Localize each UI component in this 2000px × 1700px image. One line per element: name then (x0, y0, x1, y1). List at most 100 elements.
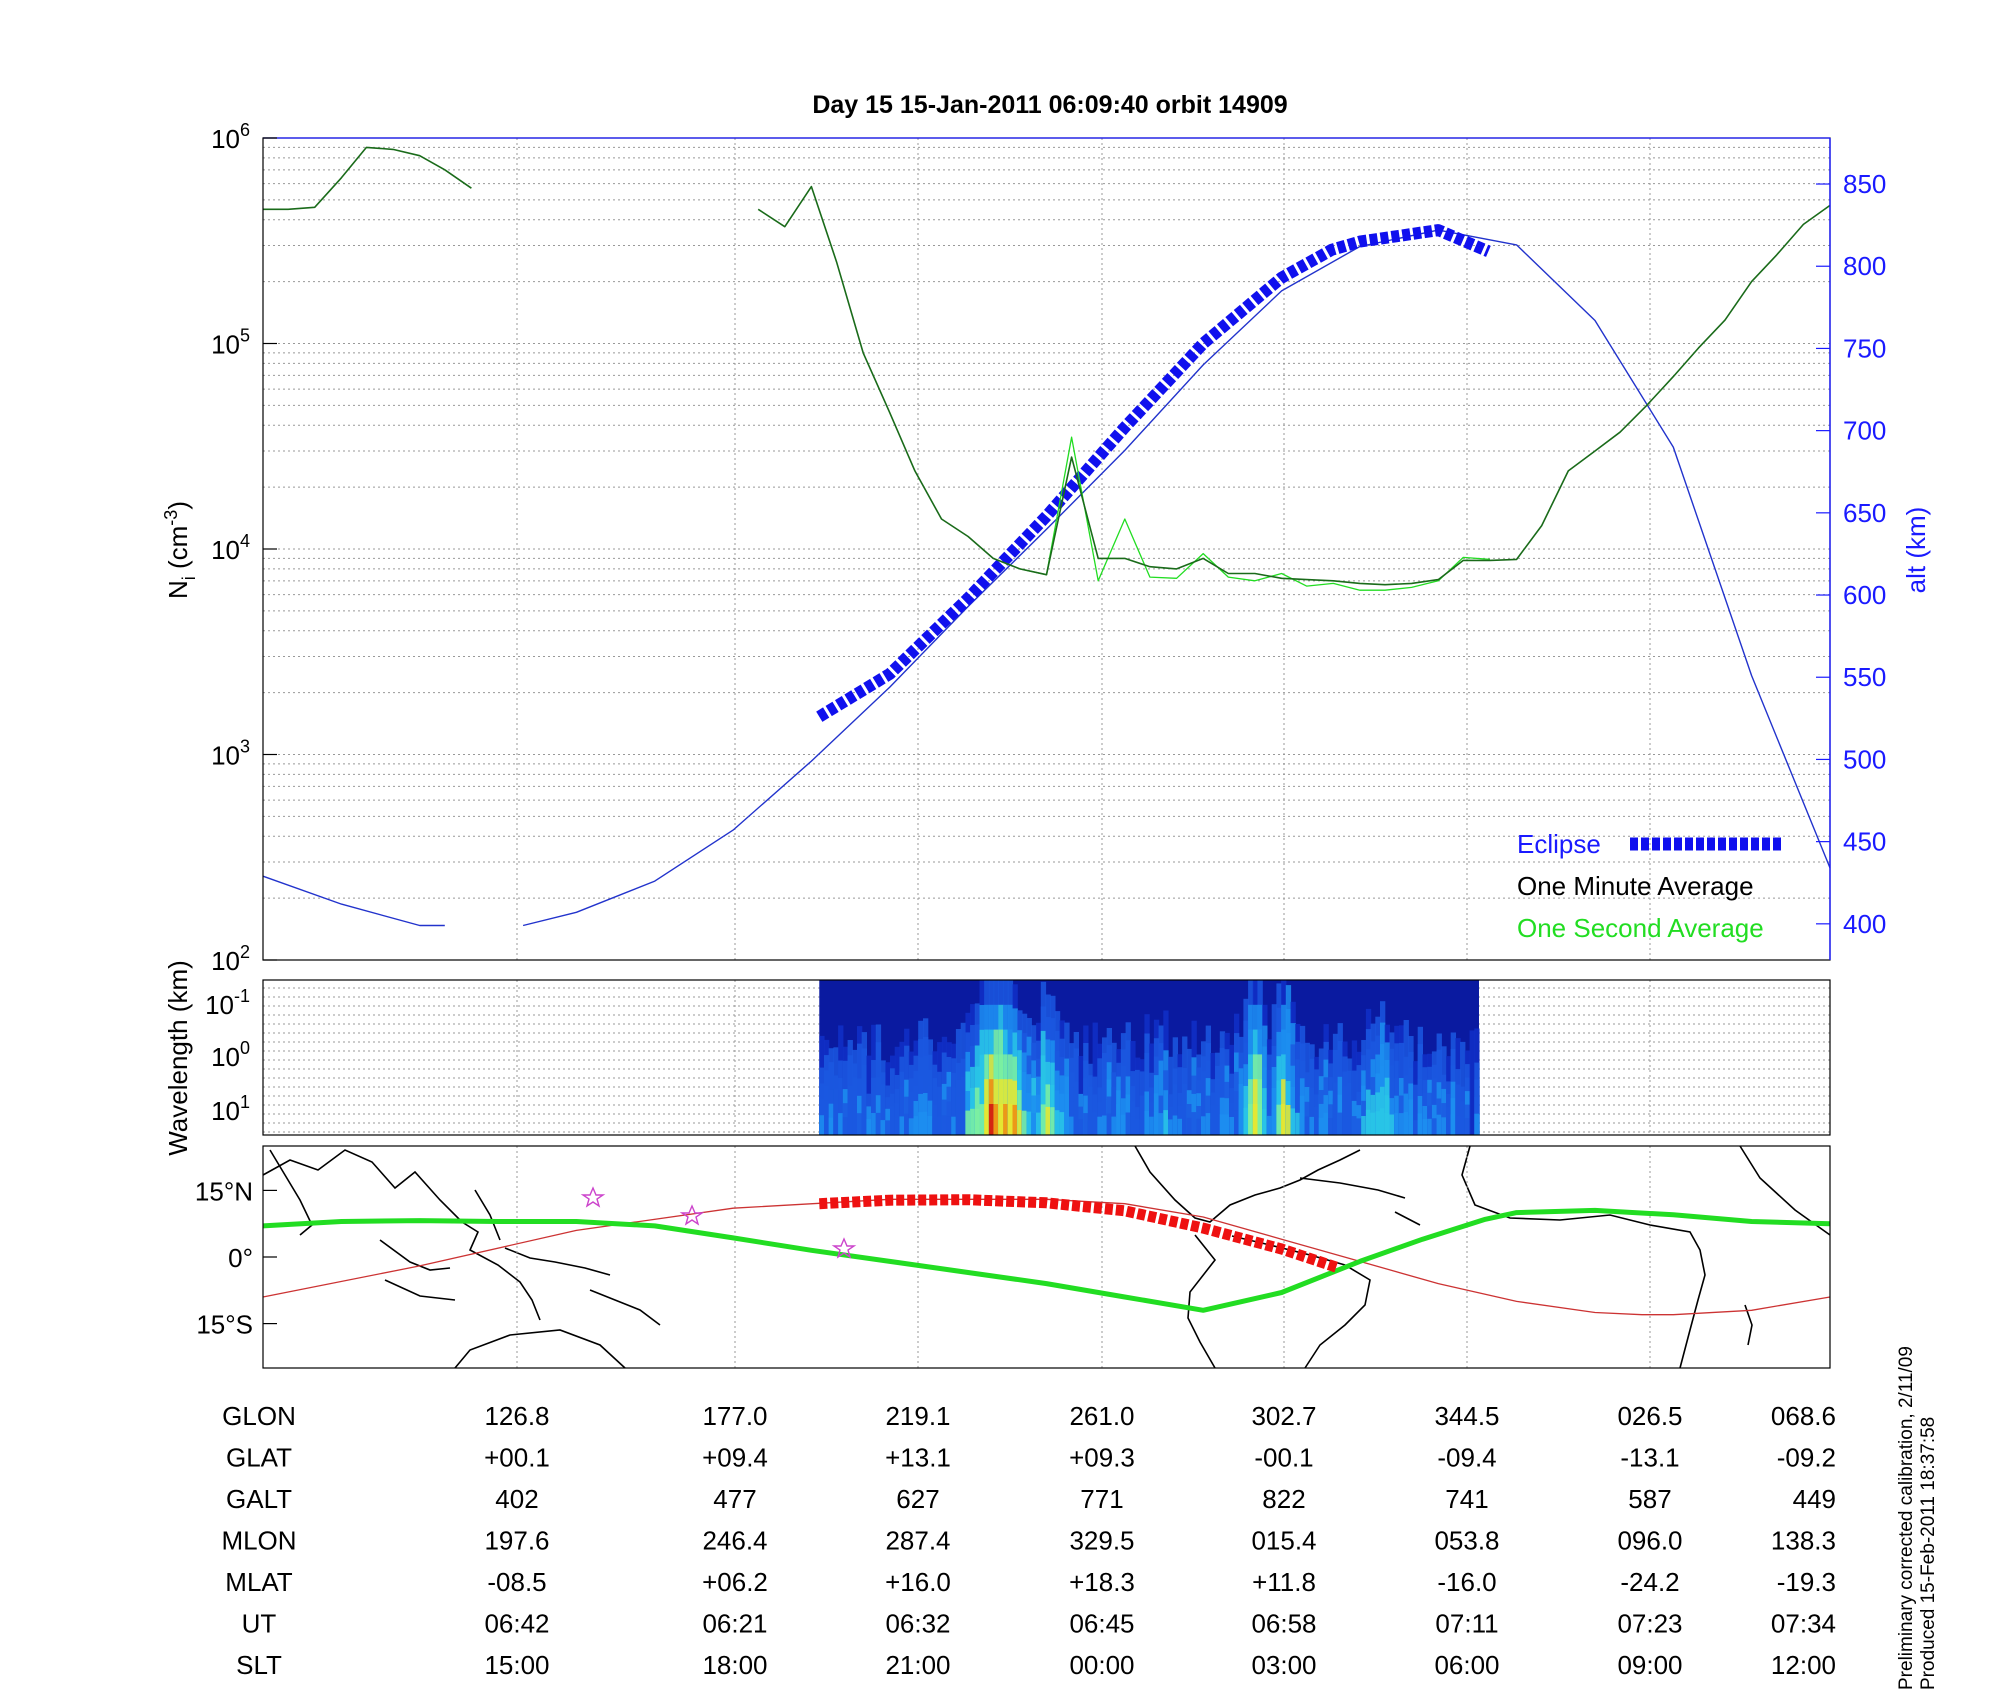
spectrogram-cell (885, 1120, 891, 1135)
spectrogram-cell (1045, 1106, 1051, 1135)
tick-exponent: 1 (240, 1092, 250, 1112)
wavelength-tick-label: 100 (211, 1038, 250, 1072)
table-cell: 07:23 (1617, 1609, 1682, 1639)
table-cell: 09:00 (1617, 1650, 1682, 1680)
panel3-tick-labels: 15°N 0° 15°S (195, 1176, 277, 1340)
eclipse-segment (816, 224, 1491, 722)
eclipse-track-segment (819, 1194, 1339, 1273)
ground-track-line (262, 1207, 1831, 1313)
spectrogram-cell (1102, 1115, 1108, 1135)
spectrogram-cell (1356, 1118, 1362, 1135)
table-cell: +06.2 (702, 1567, 768, 1597)
spectrogram-cell (1021, 1110, 1028, 1135)
spectrogram-cell (1083, 1113, 1089, 1135)
table-cell: 822 (1262, 1484, 1305, 1514)
spectrogram-cell (1243, 1107, 1249, 1135)
spectrogram-cell (1153, 1111, 1160, 1135)
tick-base: 10 (211, 741, 240, 771)
table-cell: +11.8 (1252, 1567, 1316, 1597)
footnote: Preliminary corrected calibration, 2/11/… (1896, 1341, 1939, 1690)
table-row-label: MLON (221, 1526, 296, 1556)
spectrogram-cell (1031, 1113, 1037, 1135)
spectrogram-cell (842, 1117, 849, 1135)
spectrogram-cell (1422, 1118, 1428, 1135)
left-tick-label: 102 (211, 942, 250, 976)
table-cell: 053.8 (1434, 1526, 1499, 1556)
table-row-label: GLAT (226, 1443, 292, 1473)
footnote-line-1: Preliminary corrected calibration, 2/11/… (1896, 1346, 1917, 1690)
table-cell: 138.3 (1771, 1526, 1836, 1556)
spectrogram-cell (890, 1119, 896, 1135)
spectrogram-cell (937, 1086, 943, 1135)
left-tick-label: 105 (211, 326, 250, 360)
table-cell: 449 (1793, 1484, 1836, 1514)
spectrogram-cell (1017, 1110, 1023, 1135)
spectrogram-cell (1191, 1112, 1197, 1135)
spectrogram-cell (1446, 1119, 1452, 1135)
map-panel: 15°N 0° 15°S (195, 1145, 1831, 1369)
spectrogram-cell (1290, 1108, 1296, 1135)
table-cell: 402 (495, 1484, 538, 1514)
left-tick-label: 103 (211, 737, 250, 771)
orbit-parameter-table: GLON 126.8 177.0 219.1 261.0 302.7 344.5 026.5 0… (221, 1401, 1836, 1680)
tick-exponent: 2 (240, 942, 250, 962)
spectrogram-cell (857, 1113, 863, 1135)
spectrogram-cell (1252, 1104, 1259, 1135)
coast-islands-2 (474, 1189, 611, 1276)
spectrogram-cell (1398, 1113, 1405, 1135)
spectrogram-cell (1295, 1112, 1301, 1135)
table-cell: +09.3 (1069, 1443, 1135, 1473)
right-tick-label: 700 (1843, 416, 1886, 446)
legend-second-label: One Second Average (1517, 913, 1764, 943)
coast-madagascar (1744, 1304, 1753, 1346)
chart-title: Day 15 15-Jan-2011 06:09:40 orbit 14909 (812, 91, 1287, 119)
table-cell: 12:00 (1771, 1650, 1836, 1680)
spectrogram-cell (1328, 1118, 1334, 1135)
spectrogram-cell (923, 1111, 929, 1135)
spectrogram-cell (1210, 1118, 1216, 1135)
tick-exponent: 0 (240, 1038, 250, 1058)
spectrogram-cell (941, 1115, 948, 1135)
spectrogram-cell (1130, 1116, 1136, 1135)
spectrogram-cell (1078, 1119, 1084, 1135)
spectrogram-cell (1182, 1115, 1188, 1135)
tick-base: 10 (211, 1042, 240, 1072)
spectrogram-cell (1125, 1112, 1131, 1135)
spectrogram-cell (1380, 1108, 1386, 1135)
spectrogram-cell (852, 1118, 858, 1135)
tick-exponent: 3 (240, 737, 250, 757)
spectrogram-cell (1394, 1113, 1400, 1135)
table-cell: -19.3 (1777, 1567, 1836, 1597)
lat-tick-label: 15°S (196, 1310, 253, 1340)
left-tick-label: 104 (211, 531, 250, 565)
spectrogram-cell (1007, 1104, 1014, 1135)
table-cell: 06:32 (885, 1609, 950, 1639)
spectrogram-cell (927, 1115, 933, 1135)
map-star-markers (580, 1186, 857, 1259)
footnote-line-2: Produced 15-Feb-2011 18:37:58 (1918, 1417, 1939, 1690)
spectrogram-cell (871, 1077, 877, 1135)
spectrogram-cell (1073, 1081, 1079, 1135)
panel2-grid (263, 980, 1830, 1135)
spectrogram-cell (913, 1116, 919, 1135)
spectrogram-cell (988, 1104, 995, 1135)
spectrogram-cell (866, 1119, 872, 1135)
spectrogram-cell (1408, 1115, 1414, 1135)
spectrogram-cell (1087, 1120, 1094, 1135)
spectrogram-cell (1413, 1084, 1419, 1135)
legend-eclipse-label: Eclipse (1517, 829, 1601, 859)
spectrogram-cell (1059, 1112, 1065, 1135)
legend: Eclipse One Minute Average One Second Av… (1517, 829, 1782, 943)
spectrogram-cell (1309, 1116, 1315, 1135)
table-cell: 329.5 (1069, 1526, 1134, 1556)
spectrogram-cell (1186, 1117, 1193, 1135)
spectrogram-cell (970, 1108, 976, 1135)
tick-exponent: 5 (240, 326, 250, 346)
spectrogram-cell (960, 1112, 966, 1135)
table-cell: 477 (713, 1484, 756, 1514)
spectrogram-cell (918, 1112, 924, 1135)
lat-tick-label: 15°N (195, 1176, 253, 1206)
